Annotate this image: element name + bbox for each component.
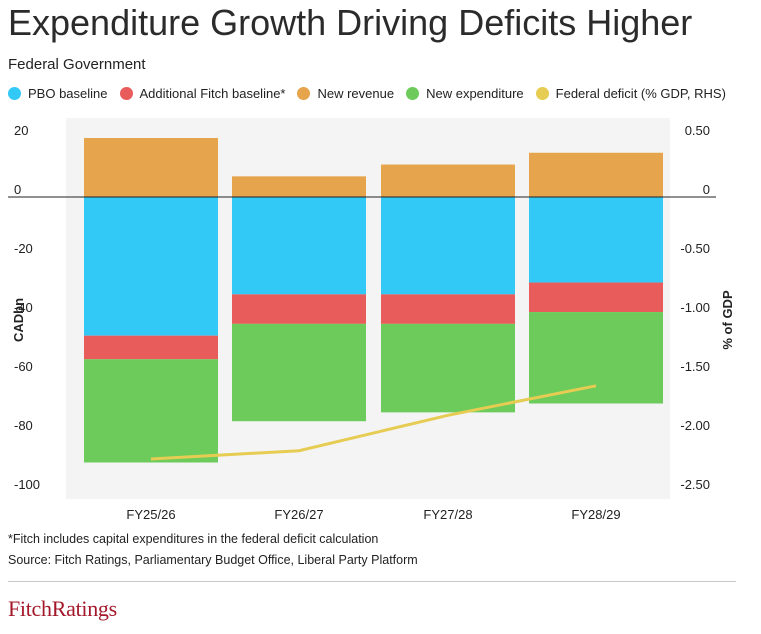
- bar-revenue-0: [84, 138, 218, 197]
- chart-title: Expenditure Growth Driving Deficits High…: [8, 2, 693, 43]
- fitch-ratings-logo: FitchRatings: [8, 596, 117, 622]
- legend-item: Federal deficit (% GDP, RHS): [535, 86, 726, 101]
- legend-label: New revenue: [317, 86, 395, 101]
- logo-part-ratings: Ratings: [51, 596, 117, 621]
- bar-revenue-1: [232, 176, 366, 197]
- y-axis-title: CADbn: [11, 298, 26, 342]
- legend-swatch: [535, 87, 549, 100]
- legend-swatch: [8, 87, 21, 100]
- bar-revenue-3: [529, 152, 663, 197]
- footnote: *Fitch includes capital expenditures in …: [8, 532, 379, 546]
- y2-tick-label: -2.50: [680, 477, 710, 492]
- bar-expenditure-3: [529, 312, 663, 404]
- y2-tick-label: -1.50: [680, 359, 710, 374]
- bar-expenditure-0: [84, 359, 218, 463]
- legend-label: Additional Fitch baseline*: [139, 86, 286, 101]
- legend-label: New expenditure: [426, 86, 524, 101]
- y-tick-label: -60: [14, 359, 33, 374]
- y2-tick-label: 0: [703, 182, 710, 197]
- bar-pbo-0: [84, 197, 218, 336]
- bar-fitch-0: [84, 335, 218, 360]
- legend-item: New expenditure: [406, 86, 524, 101]
- left-axis-ticks: 20 0 -20 -40 -60 -80 -100: [14, 123, 40, 492]
- y-tick-label: -80: [14, 418, 33, 433]
- legend-swatch: [119, 87, 133, 100]
- deficit-line: [150, 384, 597, 461]
- bar-fitch-2: [381, 294, 515, 324]
- deficit-line-group: [150, 384, 597, 461]
- legend: PBO baseline Additional Fitch baseline* Ne…: [8, 86, 738, 101]
- y-tick-label: -40: [14, 300, 33, 315]
- y-tick-label: 20: [14, 123, 28, 138]
- y2-tick-label: -1.00: [680, 300, 710, 315]
- y2-tick-label: -0.50: [680, 241, 710, 256]
- legend-label: Federal deficit (% GDP, RHS): [555, 86, 726, 101]
- x-tick-label: FY28/29: [571, 507, 620, 522]
- legend-item: Additional Fitch baseline*: [119, 86, 286, 101]
- y-tick-label: -20: [14, 241, 33, 256]
- bar-fitch-3: [529, 282, 663, 313]
- y-tick-label: -100: [14, 477, 40, 492]
- right-axis-ticks: 0.50 0 -0.50 -1.00 -1.50 -2.00 -2.50: [680, 123, 710, 492]
- x-axis-ticks: FY25/26 FY26/27 FY27/28 FY28/29: [126, 507, 620, 522]
- bar-pbo-1: [232, 197, 366, 295]
- x-tick-label: FY25/26: [126, 507, 175, 522]
- bar-pbo-3: [529, 197, 663, 283]
- x-tick-label: FY27/28: [423, 507, 472, 522]
- source-note: Source: Fitch Ratings, Parliamentary Bud…: [8, 553, 418, 567]
- legend-swatch: [297, 87, 311, 100]
- y-tick-label: 0: [14, 182, 21, 197]
- divider: [8, 581, 736, 582]
- bar-fitch-1: [232, 294, 366, 324]
- y2-tick-label: 0.50: [685, 123, 710, 138]
- bars-group: [84, 138, 663, 463]
- logo-part-fitch: Fitch: [8, 596, 52, 621]
- y2-axis-title: % of GDP: [720, 290, 735, 350]
- legend-item: PBO baseline: [8, 86, 108, 101]
- chart-subtitle: Federal Government: [8, 56, 146, 73]
- legend-label: PBO baseline: [28, 86, 108, 101]
- bar-pbo-2: [381, 197, 515, 295]
- bar-expenditure-2: [381, 323, 515, 413]
- legend-swatch: [406, 87, 420, 100]
- bar-revenue-2: [381, 164, 515, 197]
- chart-area: 20 0 -20 -40 -60 -80 -100 0.50 0 -0.50 -1.00 -1.50…: [8, 118, 735, 522]
- legend-item: New revenue: [297, 86, 394, 101]
- bar-expenditure-1: [232, 323, 366, 422]
- x-tick-label: FY26/27: [274, 507, 323, 522]
- y2-tick-label: -2.00: [680, 418, 710, 433]
